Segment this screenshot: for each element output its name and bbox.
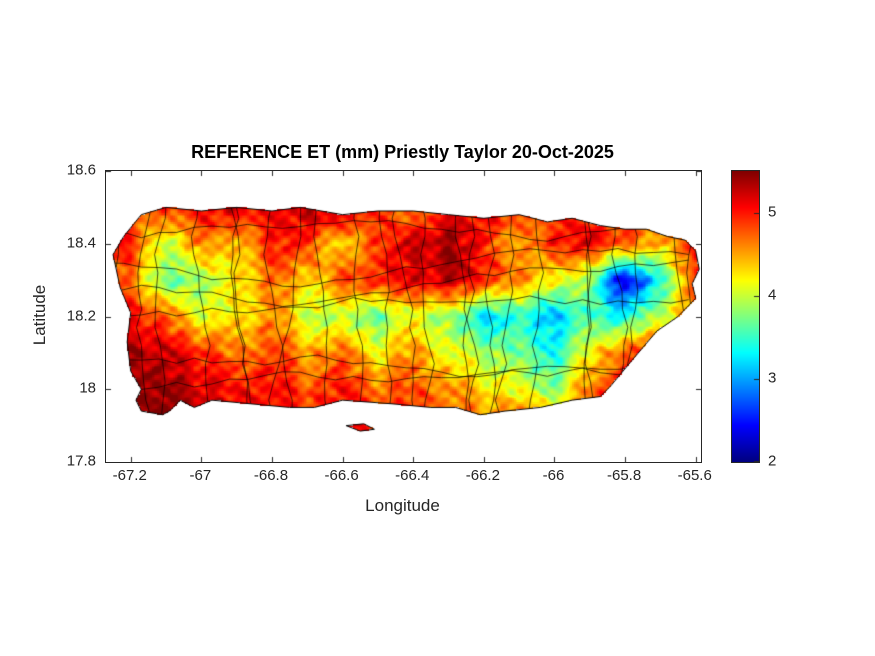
y-tick-label: 17.8 (66, 452, 96, 470)
chart-title: REFERENCE ET (mm) Priestly Taylor 20-Oct… (191, 142, 614, 162)
x-tick-label: -66.4 (395, 467, 430, 484)
colorbar-tick-label: 4 (768, 286, 777, 304)
y-axis-label: Latitude (30, 284, 49, 346)
plot-area (105, 170, 702, 463)
x-tick-label: -66 (542, 467, 565, 484)
colorbar-gradient (732, 171, 759, 462)
x-tick-label: -66.8 (253, 467, 289, 484)
x-tick-label: -67 (189, 467, 212, 484)
y-tick-label: 18.2 (66, 307, 96, 324)
y-tick-label: 18.6 (66, 161, 96, 179)
colorbar (731, 170, 760, 463)
x-tick-label: -66.2 (465, 467, 500, 484)
x-tick-label: -65.8 (606, 467, 642, 484)
y-tick-label: 18.4 (66, 234, 96, 252)
y-tick-label: 18 (79, 379, 96, 397)
colorbar-tick-label: 5 (768, 203, 777, 221)
x-tick-label: -67.2 (112, 467, 147, 484)
colorbar-tick-label: 3 (768, 369, 777, 387)
et-heatmap-canvas (106, 171, 701, 462)
x-tick-label: -66.6 (324, 467, 359, 484)
colorbar-tick-label: 2 (768, 452, 777, 470)
x-axis-label: Longitude (365, 496, 440, 515)
x-tick-label: -65.6 (677, 467, 712, 484)
